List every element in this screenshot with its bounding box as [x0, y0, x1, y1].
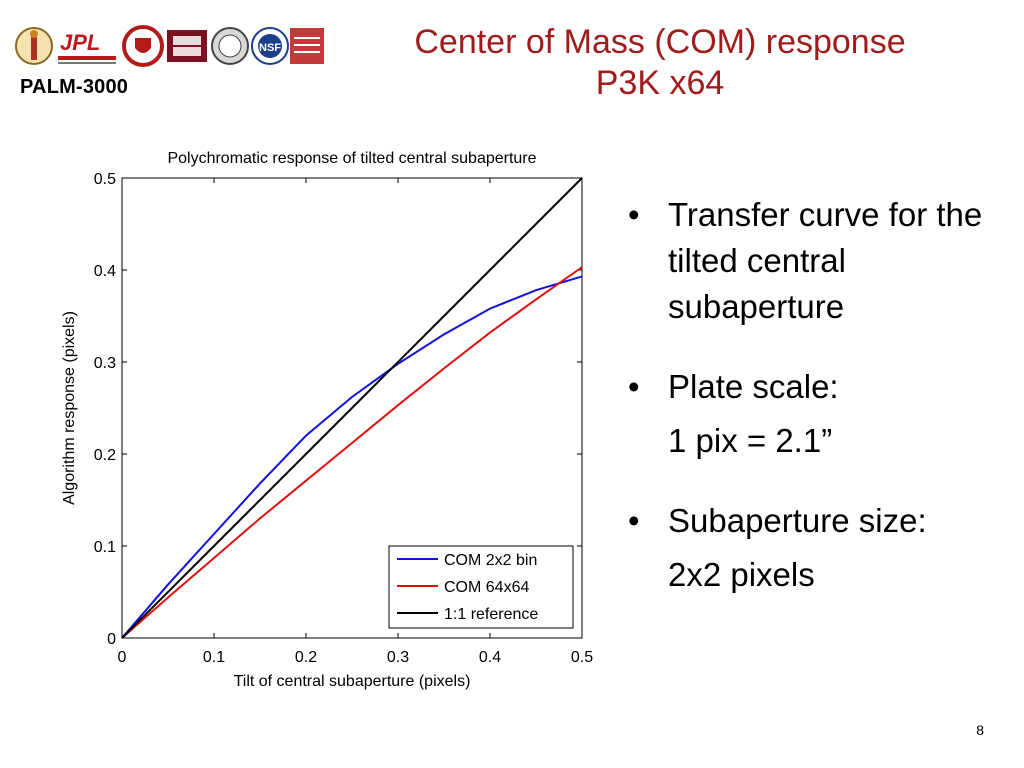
- bullet-dot: •: [628, 368, 640, 405]
- y-tick-label: 0.1: [94, 539, 116, 556]
- series-line-1: [121, 275, 583, 639]
- series-line-3: [121, 177, 583, 639]
- x-tick-label: 0.2: [295, 649, 317, 666]
- chart-title: Polychromatic response of tilted central…: [167, 150, 536, 167]
- x-tick-label: 0.5: [571, 649, 593, 666]
- x-axis-label: Tilt of central subaperture (pixels): [234, 673, 471, 690]
- legend-label: COM 64x64: [444, 579, 529, 596]
- slide-title: Center of Mass (COM) response P3K x64: [330, 22, 990, 104]
- legend-label: 1:1 reference: [444, 606, 538, 623]
- cornell-seal-logo: [122, 25, 164, 67]
- bullet-list: • Transfer curve for the tilted central …: [628, 192, 1008, 632]
- caltech-seal-logo: [15, 27, 53, 65]
- x-tick-label: 0.1: [203, 649, 225, 666]
- oxford-seal-logo: [211, 27, 249, 65]
- axis-ticks: 0 0.1 0.2 0.3 0.4 0.5 0 0.1 0.2 0.3 0.4 0.5: [94, 171, 593, 666]
- bullet-item: • Subaperture size: 2x2 pixels: [628, 498, 1008, 598]
- bullet-item: • Plate scale: 1 pix = 2.1”: [628, 364, 1008, 464]
- y-tick-label: 0.5: [94, 171, 116, 188]
- title-line-2: P3K x64: [595, 64, 725, 102]
- bullet-dot: •: [628, 196, 640, 233]
- y-axis-label: Algorithm response (pixels): [61, 311, 78, 505]
- y-tick-label: 0.2: [94, 447, 116, 464]
- project-label: PALM-3000: [20, 76, 129, 98]
- page-number: 8: [976, 722, 984, 738]
- bullet-item: • Transfer curve for the tilted central …: [628, 192, 1008, 330]
- bullet-text: Transfer curve for the tilted central su…: [668, 196, 983, 325]
- response-chart: Polychromatic response of tilted central…: [61, 150, 593, 690]
- title-line-1: Center of Mass (COM) response: [414, 23, 906, 61]
- bullet-subtext: 1 pix = 2.1”: [668, 422, 833, 459]
- svg-text:JPL: JPL: [60, 30, 100, 55]
- university-seal-logo: [167, 30, 207, 62]
- bullet-text: Plate scale:: [668, 368, 839, 405]
- nsf-logo: NSF: [251, 27, 289, 65]
- legend-label: COM 2x2 bin: [444, 552, 537, 569]
- x-tick-label: 0: [118, 649, 127, 666]
- amnh-logo: [290, 28, 324, 64]
- bullet-text: Subaperture size:: [668, 502, 927, 539]
- x-tick-label: 0.4: [479, 649, 501, 666]
- series-line-2: [121, 266, 583, 639]
- logo-strip: JPL NSF: [14, 24, 324, 68]
- chart-legend: COM 2x2 bin COM 64x64 1:1 reference: [388, 545, 574, 629]
- bullet-subtext: 2x2 pixels: [668, 556, 815, 593]
- bullet-dot: •: [628, 502, 640, 539]
- jpl-logo: JPL: [58, 30, 116, 64]
- y-tick-label: 0.4: [94, 263, 116, 280]
- y-tick-label: 0.3: [94, 355, 116, 372]
- svg-text:NSF: NSF: [259, 42, 281, 54]
- y-tick-label: 0: [107, 631, 116, 648]
- series-lines: [121, 177, 583, 639]
- x-tick-label: 0.3: [387, 649, 409, 666]
